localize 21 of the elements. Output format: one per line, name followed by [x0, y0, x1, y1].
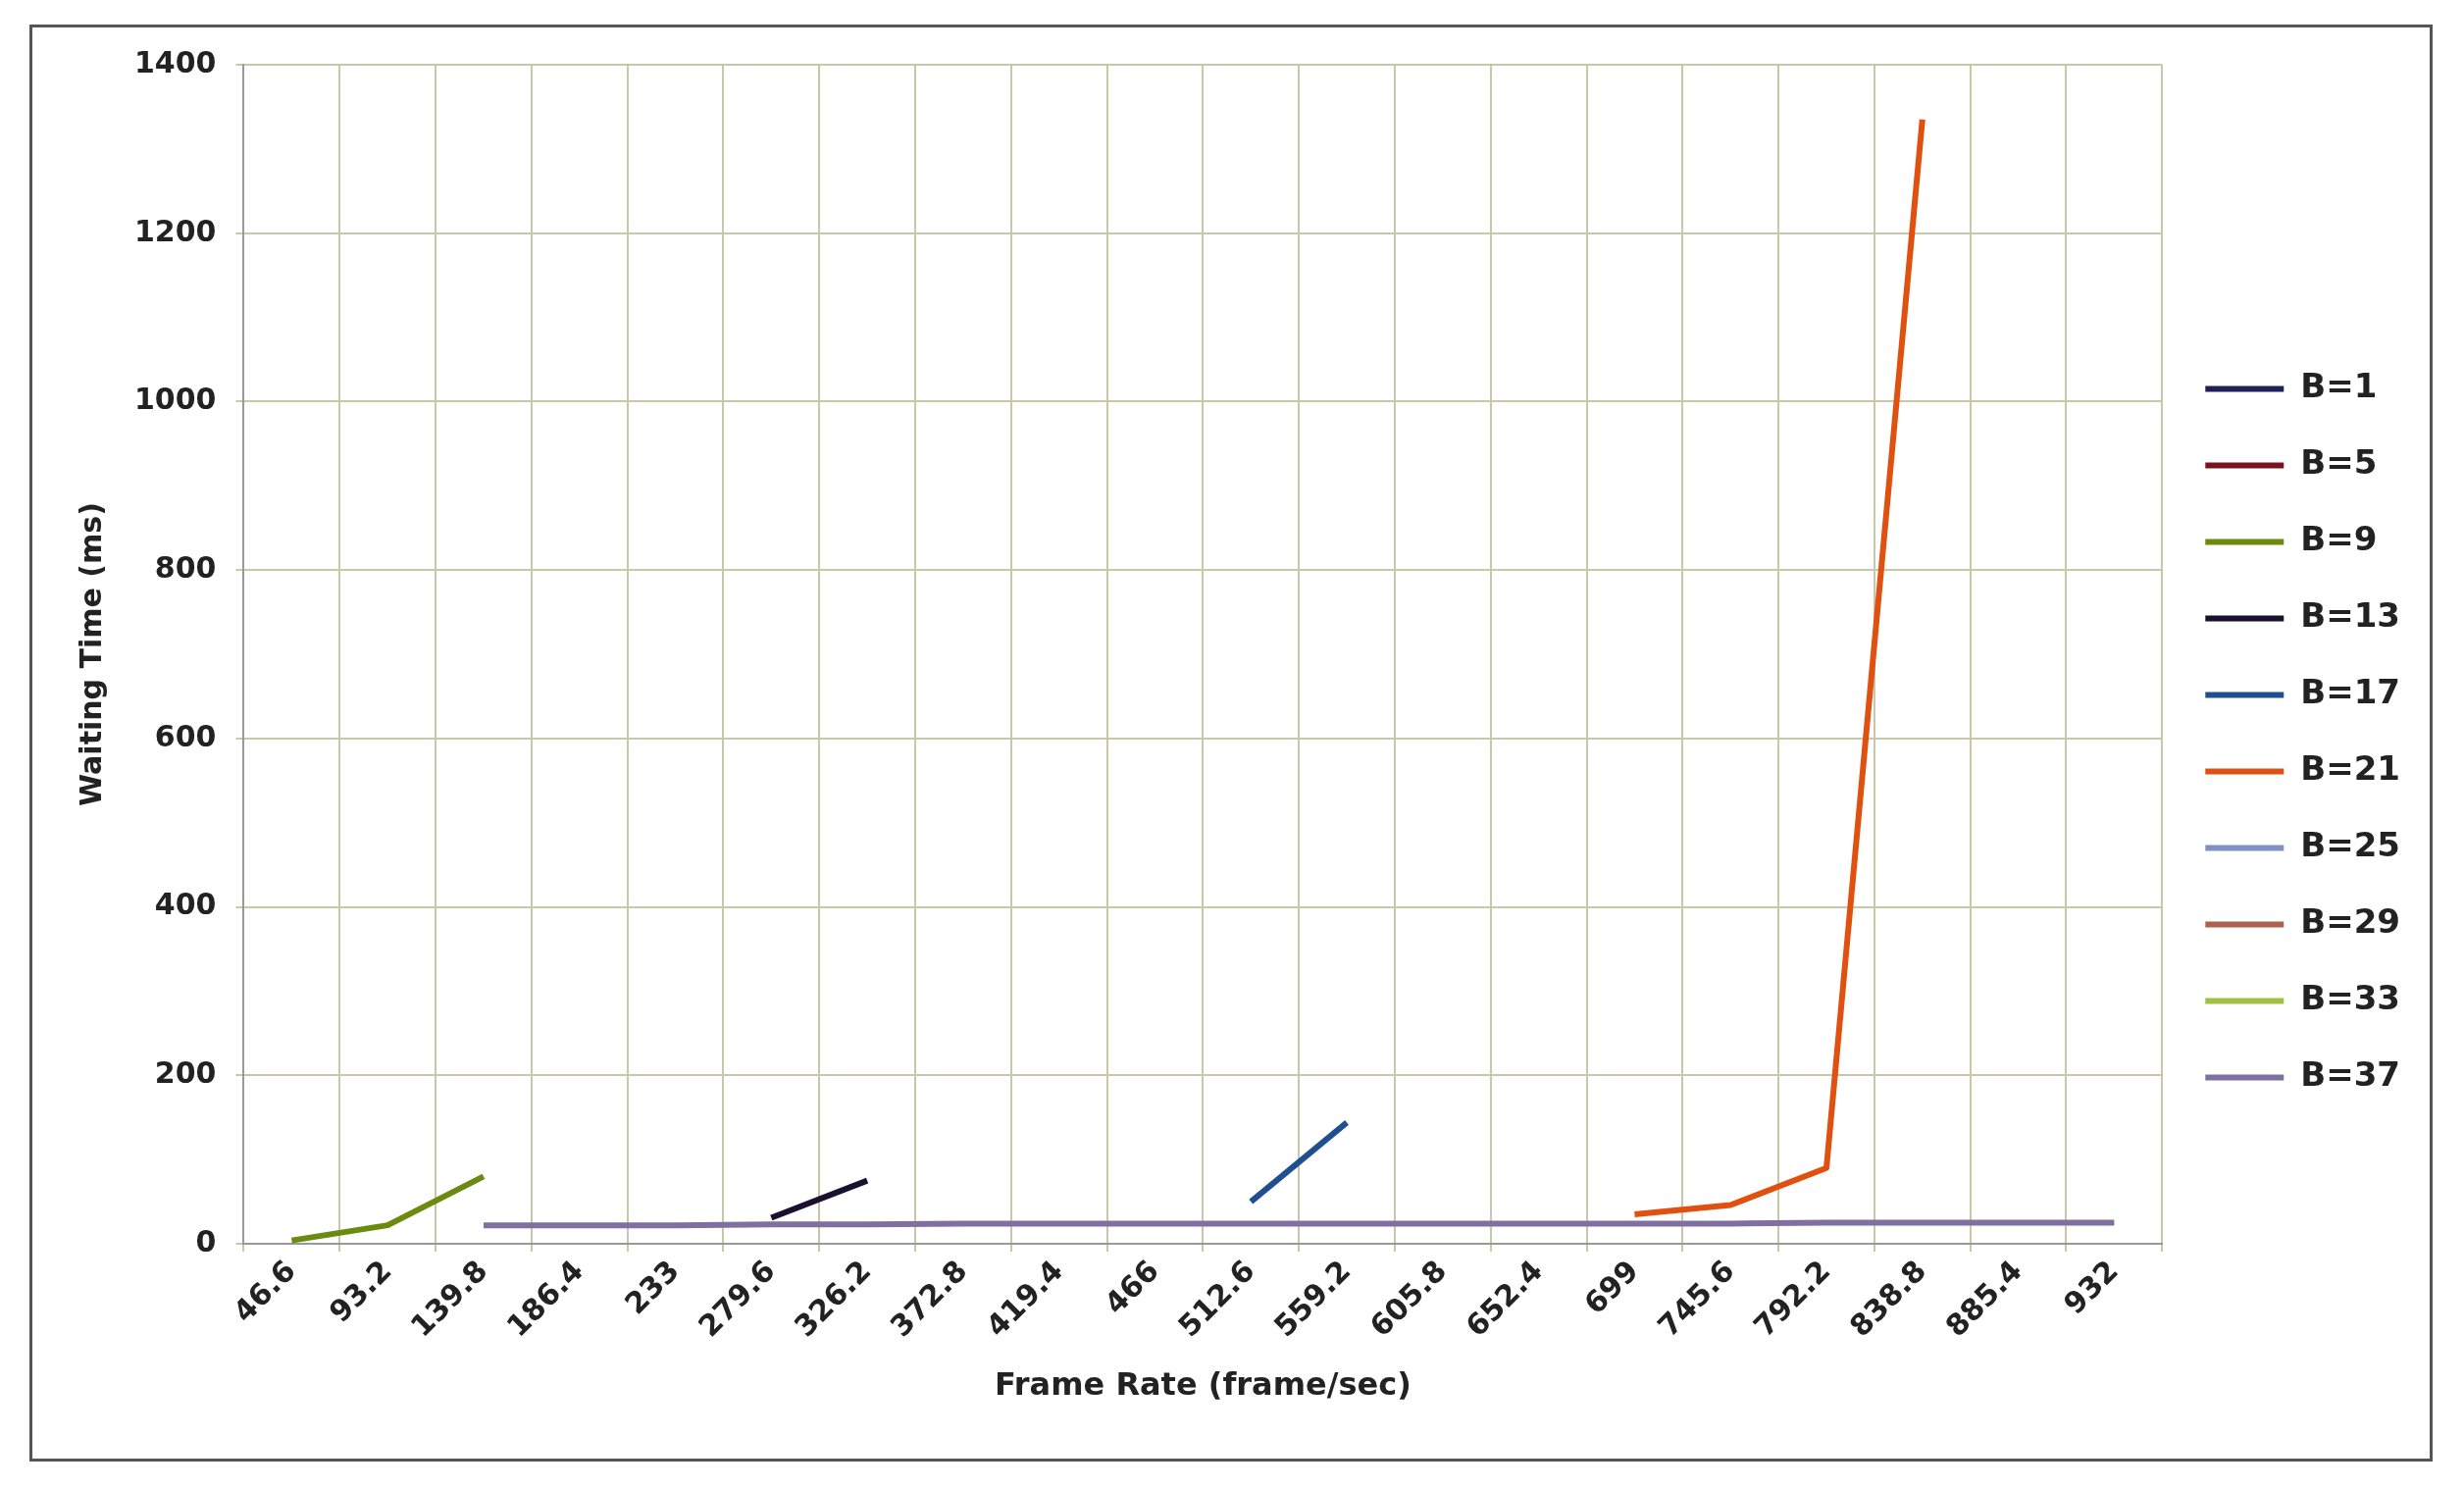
legend-label: B=21	[2300, 748, 2400, 789]
y-axis-title: Waiting Time (ms)	[73, 502, 108, 806]
x-tick-label: 699	[1576, 1253, 1645, 1321]
y-tick-label: 600	[154, 718, 217, 753]
y-tick-label: 0	[195, 1223, 217, 1258]
legend-label: B=5	[2300, 442, 2378, 483]
legend-label: B=37	[2300, 1054, 2400, 1095]
x-axis-title: Frame Rate (frame/sec)	[995, 1365, 1412, 1404]
legend-label: B=29	[2300, 901, 2400, 942]
legend-label: B=25	[2300, 825, 2400, 865]
y-tick-label: 1200	[134, 213, 217, 248]
legend-label: B=17	[2300, 672, 2400, 712]
legend-label: B=9	[2300, 519, 2378, 559]
y-tick-label: 1000	[134, 382, 217, 417]
y-tick-label: 800	[154, 549, 217, 585]
y-tick-label: 200	[154, 1055, 217, 1091]
y-tick-label: 400	[154, 887, 217, 922]
legend-label: B=1	[2300, 366, 2378, 406]
legend-label: B=13	[2300, 595, 2400, 636]
y-tick-label: 1400	[134, 44, 217, 79]
legend-label: B=33	[2300, 978, 2400, 1018]
